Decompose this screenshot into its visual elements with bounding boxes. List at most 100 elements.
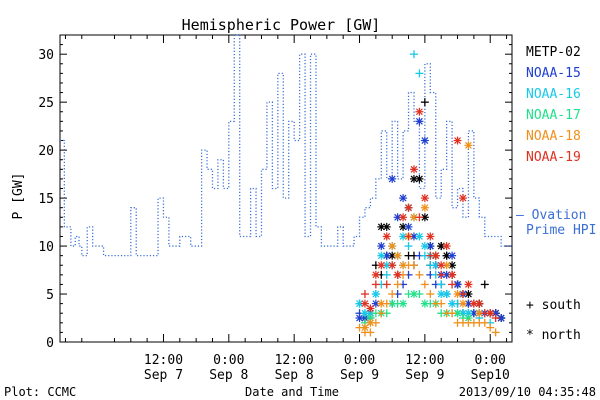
y-tick-label: 5: [46, 288, 54, 303]
star-d2: [377, 300, 385, 308]
north-point: [453, 309, 462, 318]
north-point: [442, 290, 451, 299]
north-point: [355, 314, 364, 323]
star-d2: [454, 309, 461, 317]
star-d2: [448, 252, 456, 260]
star-d2: [410, 165, 418, 173]
star-d2: [372, 271, 380, 279]
marker-legend-entry: + south: [526, 298, 581, 313]
star-d2: [366, 304, 374, 312]
star-d2: [475, 309, 483, 317]
star-d2: [388, 242, 396, 250]
north-point: [464, 141, 473, 150]
north-point: [399, 194, 408, 203]
star-d2: [443, 242, 451, 250]
star-d2: [356, 314, 363, 322]
star-d2: [443, 271, 451, 279]
north-point: [415, 107, 424, 116]
south-point: [491, 328, 500, 337]
star-d2: [399, 223, 407, 231]
star-d2: [421, 242, 429, 250]
star-d2: [415, 175, 423, 183]
star-d2: [475, 300, 483, 308]
south-point: [480, 280, 489, 289]
legend-entry: METP-02: [526, 45, 581, 60]
north-point: [448, 261, 457, 270]
star-d2: [356, 300, 363, 308]
x-tick-label: 0:00: [344, 353, 375, 368]
star-d2: [448, 261, 456, 269]
north-point: [415, 232, 424, 241]
star-d2: [459, 309, 467, 317]
south-point: [404, 232, 413, 241]
legend-entry: NOAA-17: [526, 108, 581, 123]
legend-entry: NOAA-18: [526, 129, 581, 144]
star-d2: [399, 233, 407, 240]
north-point: [399, 261, 408, 270]
north-point: [377, 242, 386, 251]
star-d2: [383, 261, 391, 269]
south-point: [437, 270, 446, 279]
north-point: [437, 261, 446, 270]
north-point: [448, 270, 457, 279]
north-point: [377, 299, 386, 308]
ovation-legend-line1: — Ovation: [516, 208, 586, 223]
star-d2: [377, 223, 385, 231]
star-d2: [415, 117, 423, 125]
star-d2: [383, 223, 391, 231]
star-d2: [394, 213, 402, 221]
x-tick-label-date: Sep 8: [275, 368, 314, 383]
north-point: [360, 299, 369, 308]
star-d2: [399, 300, 407, 308]
star-d2: [470, 300, 478, 308]
north-point: [442, 242, 451, 251]
y-axis-label: P [GW]: [11, 173, 26, 220]
ovation-legend-line2: Prime HPI: [526, 223, 596, 238]
north-point: [399, 299, 408, 308]
north-point: [453, 290, 462, 299]
star-d2: [372, 290, 380, 298]
south-point: [437, 280, 446, 289]
star-d2: [432, 252, 440, 260]
star-d2: [377, 261, 385, 269]
footer-left: Plot: CCMC: [4, 385, 76, 399]
south-point: [360, 290, 369, 299]
star-d2: [486, 309, 494, 317]
star-d2: [497, 314, 505, 322]
y-tick-label: 10: [38, 240, 54, 255]
south-point: [382, 270, 391, 279]
star-d2: [399, 213, 407, 221]
south-point: [486, 323, 495, 332]
north-point: [420, 242, 429, 251]
chart-title: Hemispheric Power [GW]: [182, 16, 381, 34]
star-d2: [459, 194, 467, 202]
north-point: [388, 174, 397, 183]
north-point: [420, 299, 429, 308]
south-point: [491, 314, 500, 323]
north-point: [442, 270, 451, 279]
star-d2: [448, 271, 456, 279]
star-d2: [388, 175, 396, 183]
north-point: [448, 251, 457, 260]
north-point: [458, 299, 467, 308]
north-point: [431, 251, 440, 260]
ovation-hpi-line: [60, 34, 512, 257]
north-point: [426, 232, 435, 241]
south-point: [409, 261, 418, 270]
north-point: [371, 270, 380, 279]
star-d2: [372, 300, 380, 308]
north-point: [366, 318, 375, 327]
star-d2: [399, 261, 407, 269]
star-d2: [437, 242, 445, 250]
south-point: [448, 309, 457, 318]
y-tick-label: 20: [38, 144, 54, 159]
north-point: [399, 213, 408, 222]
north-point: [371, 290, 380, 299]
x-tick-label-date: Sep 7: [144, 368, 183, 383]
star-d2: [465, 300, 472, 308]
star-d2: [383, 233, 391, 240]
star-d2: [383, 252, 391, 260]
south-point: [377, 309, 386, 318]
star-d2: [421, 213, 429, 221]
